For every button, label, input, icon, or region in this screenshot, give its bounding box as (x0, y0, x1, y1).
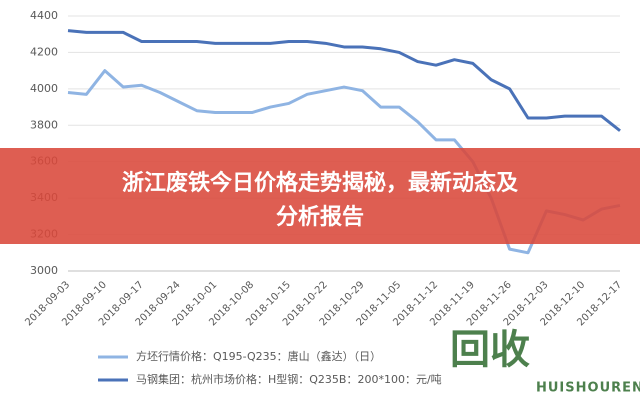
watermark-logo: 回收 (450, 327, 530, 373)
series-line (67, 29, 621, 132)
y-tick-label: 4400 (30, 9, 58, 22)
y-tick-label: 3800 (30, 118, 58, 131)
banner-title: 分析报告 (276, 205, 364, 230)
y-tick-label: 4000 (30, 82, 58, 95)
legend-label: 方坯行情价格：Q195-Q235：唐山（鑫达）（日） (136, 349, 381, 363)
banner-title: 浙江废铁今日价格走势揭秘，最新动态及 (122, 170, 519, 196)
y-tick-label: 3000 (30, 264, 58, 277)
watermark-brand: HUISHOUREN (536, 381, 640, 396)
series-line (67, 69, 621, 255)
legend-label: 马钢集团：杭州市场价格：H型钢：Q235B：200*100：元/吨 (136, 372, 442, 386)
banner (0, 148, 640, 244)
y-tick-label: 4200 (30, 45, 58, 58)
